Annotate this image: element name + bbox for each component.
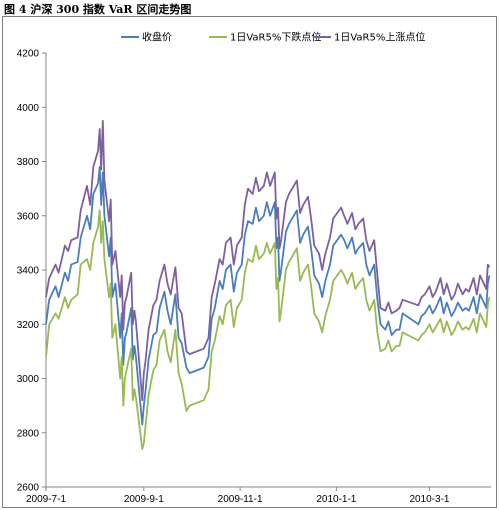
y-tick-label: 4000 [17, 103, 40, 114]
y-tick-label: 3800 [17, 157, 40, 168]
chart-frame: 收盘价 1日VaR5%下跌点位 1日VaR5%上涨点位 2600 2800 3000 32… [2, 16, 497, 508]
figure-title: 图 4 沪深 300 指数 VaR 区间走势图 [4, 3, 192, 16]
y-tick-label: 3200 [17, 320, 40, 331]
y-tick-label: 3600 [17, 211, 40, 222]
y-tick-label: 4200 [17, 49, 40, 60]
y-tick-label: 3400 [17, 266, 40, 277]
y-tick-label: 2600 [17, 483, 40, 494]
x-tick-label: 2009-9-1 [124, 494, 164, 505]
legend-label-3: 1日VaR5%上涨点位 [334, 31, 425, 44]
chart-legend: 收盘价 1日VaR5%下跌点位 1日VaR5%上涨点位 [121, 31, 425, 44]
x-tick-label: 2010-3-1 [409, 494, 449, 505]
series-line-3 [45, 119, 491, 402]
x-tick-label: 2010-1-1 [316, 494, 356, 505]
line-chart: 收盘价 1日VaR5%下跌点位 1日VaR5%上涨点位 2600 2800 3000 32… [17, 31, 491, 505]
x-tick-label: 2009-11-1 [218, 494, 263, 505]
legend-label-2: 1日VaR5%下跌点位 [230, 31, 321, 44]
plot-area: 2600 2800 3000 3200 3400 3600 3800 4000 4200 2009… [17, 49, 491, 505]
legend-label-1: 收盘价 [142, 31, 172, 44]
y-tick-label: 3000 [17, 374, 40, 385]
series-line-1 [45, 165, 491, 426]
x-tick-label: 2009-7-1 [26, 494, 66, 505]
y-tick-label: 2800 [17, 428, 40, 439]
series-line-2 [45, 209, 491, 450]
